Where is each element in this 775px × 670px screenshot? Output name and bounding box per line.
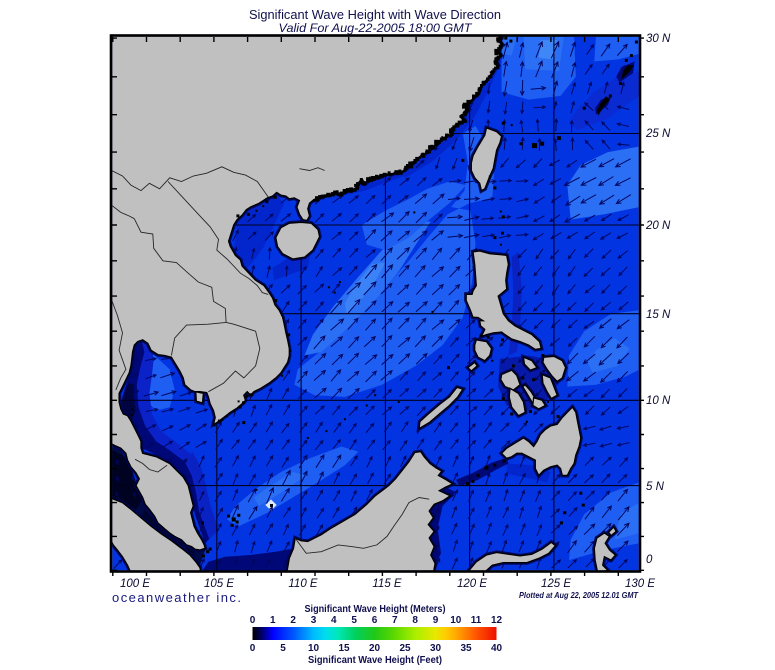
- svg-text:100 E: 100 E: [120, 578, 150, 590]
- svg-text:11: 11: [471, 615, 482, 626]
- svg-text:Significant Wave Height with W: Significant Wave Height with Wave Direct…: [249, 7, 501, 22]
- svg-text:30: 30: [430, 643, 442, 654]
- svg-text:5: 5: [280, 643, 286, 654]
- svg-text:3: 3: [311, 615, 317, 626]
- svg-text:0: 0: [646, 554, 653, 566]
- svg-text:12: 12: [491, 615, 503, 626]
- svg-text:40: 40: [491, 643, 503, 654]
- svg-text:25 N: 25 N: [645, 128, 671, 140]
- svg-text:120 E: 120 E: [457, 578, 487, 590]
- svg-text:oceanweather inc.: oceanweather inc.: [112, 590, 241, 605]
- svg-text:130 E: 130 E: [625, 578, 655, 590]
- svg-text:9: 9: [433, 615, 439, 626]
- svg-text:Significant Wave Height (Feet): Significant Wave Height (Feet): [308, 654, 442, 665]
- svg-text:10 N: 10 N: [646, 395, 671, 407]
- svg-text:25: 25: [399, 643, 411, 654]
- svg-text:10: 10: [450, 615, 462, 626]
- svg-text:10: 10: [308, 643, 320, 654]
- svg-text:110 E: 110 E: [288, 578, 318, 590]
- svg-text:15 N: 15 N: [646, 309, 671, 321]
- svg-text:20: 20: [369, 643, 381, 654]
- svg-text:5: 5: [351, 615, 357, 626]
- svg-text:Significant Wave Height (Meter: Significant Wave Height (Meters): [305, 603, 446, 615]
- svg-text:7: 7: [392, 615, 398, 626]
- svg-text:20 N: 20 N: [645, 220, 671, 232]
- svg-text:0: 0: [250, 643, 256, 654]
- svg-text:0: 0: [250, 615, 256, 626]
- svg-text:4: 4: [331, 615, 337, 626]
- svg-text:Plotted at Aug 22, 2005 12.01: Plotted at Aug 22, 2005 12.01 GMT: [519, 590, 639, 600]
- svg-text:5 N: 5 N: [646, 481, 665, 493]
- svg-text:6: 6: [372, 615, 378, 626]
- svg-text:8: 8: [412, 615, 418, 626]
- svg-text:35: 35: [460, 643, 472, 654]
- svg-text:115 E: 115 E: [372, 578, 402, 590]
- svg-text:Valid For Aug-22-2005 18:00 GM: Valid For Aug-22-2005 18:00 GMT: [279, 21, 474, 35]
- svg-text:1: 1: [270, 615, 276, 626]
- svg-text:2: 2: [290, 615, 296, 626]
- svg-text:15: 15: [338, 643, 350, 654]
- svg-text:30 N: 30 N: [646, 33, 671, 45]
- svg-text:105 E: 105 E: [204, 578, 234, 590]
- svg-text:125 E: 125 E: [541, 578, 571, 590]
